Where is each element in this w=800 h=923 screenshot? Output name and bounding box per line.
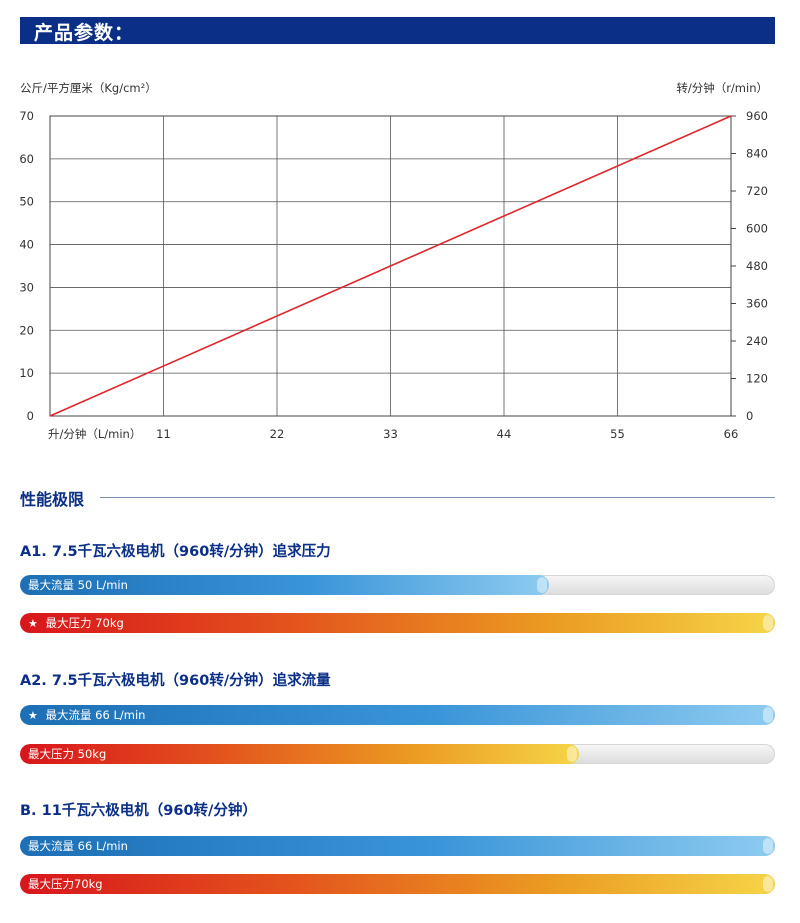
bar-label-text: 最大压力 50kg <box>28 747 107 761</box>
bar-label-text: 最大流量 50 L/min <box>28 578 128 592</box>
group-title-a1: A1. 7.5千瓦六极电机（960转/分钟）追求压力 <box>20 544 331 560</box>
group-title-a2: A2. 7.5千瓦六极电机（960转/分钟）追求流量 <box>20 673 331 689</box>
y-left-tick-label: 50 <box>19 195 34 209</box>
bar-fill <box>20 744 579 764</box>
max-pressure-bar-a1: ★ 最大压力 70kg <box>20 613 775 633</box>
y-left-tick-label: 10 <box>19 366 34 380</box>
y-right-tick-label: 960 <box>746 109 768 123</box>
y-left-tick-label: 0 <box>27 409 34 423</box>
x-tick-label: 33 <box>383 427 398 441</box>
bar-fill <box>20 575 549 595</box>
bar-label: ★ 最大压力 50kg <box>28 746 106 762</box>
y-left-tick-label: 30 <box>19 280 34 294</box>
left-axis-label: 公斤/平方厘米（Kg/cm²） <box>20 81 157 95</box>
bar-label: ★ 最大流量 50 L/min <box>28 577 128 593</box>
bar-label-text: 最大压力 70kg <box>45 616 124 630</box>
y-right-tick-label: 480 <box>746 259 768 273</box>
pressure-speed-chart: 公斤/平方厘米（Kg/cm²） 转/分钟（r/min） 升/分钟（L/min） … <box>19 81 768 441</box>
bar-fill <box>20 874 775 894</box>
page-title: 产品参数： <box>34 22 135 44</box>
max-flow-bar-a2: ★ 最大流量 66 L/min <box>20 705 775 725</box>
y-left-tick-label: 20 <box>19 323 34 337</box>
y-right-tick-label: 120 <box>746 372 768 386</box>
max-pressure-bar-a2: ★ 最大压力 50kg <box>20 744 775 764</box>
max-flow-bar-a1: ★ 最大流量 50 L/min <box>20 575 775 595</box>
y-left-tick-label: 70 <box>19 109 34 123</box>
bar-label-text: 最大流量 66 L/min <box>28 839 128 853</box>
y-left-tick-label: 60 <box>19 152 34 166</box>
x-axis-label: 升/分钟（L/min） <box>48 427 141 441</box>
star-icon: ★ <box>28 709 38 722</box>
star-icon: ★ <box>28 617 38 630</box>
y-right-tick-label: 240 <box>746 334 768 348</box>
right-axis-label: 转/分钟（r/min） <box>676 81 768 95</box>
bar-label: ★ 最大压力 70kg <box>28 615 124 632</box>
bar-label-text: 最大流量 66 L/min <box>45 708 146 722</box>
bar-fill <box>20 705 775 725</box>
bar-label: ★ 最大压力70kg <box>28 876 103 892</box>
y-left-tick-label: 40 <box>19 238 34 252</box>
section-header-bar: 产品参数： <box>20 17 775 44</box>
plot-area: 0 10 20 30 40 50 60 70 11 22 33 44 55 66 0 120 240 360 480… <box>19 109 768 441</box>
x-tick-label: 22 <box>270 427 285 441</box>
y-right-tick-label: 720 <box>746 184 768 198</box>
bar-fill <box>20 836 775 856</box>
x-tick-label: 55 <box>610 427 625 441</box>
performance-limits-title: 性能极限 <box>20 490 85 509</box>
bar-label-text: 最大压力70kg <box>28 877 103 891</box>
series-line <box>49 115 732 417</box>
bar-fill <box>20 613 775 633</box>
y-right-tick-label: 840 <box>746 147 768 161</box>
x-tick-label: 66 <box>724 427 739 441</box>
max-pressure-bar-b: ★ 最大压力70kg <box>20 874 775 894</box>
bar-label: ★ 最大流量 66 L/min <box>28 838 128 854</box>
max-flow-bar-b: ★ 最大流量 66 L/min <box>20 836 775 856</box>
bar-label: ★ 最大流量 66 L/min <box>28 707 145 724</box>
group-title-b: B. 11千瓦六极电机（960转/分钟） <box>20 803 257 819</box>
x-tick-label: 11 <box>156 427 171 441</box>
x-tick-label: 44 <box>497 427 512 441</box>
y-right-tick-label: 360 <box>746 297 768 311</box>
y-right-tick-label: 0 <box>746 409 753 423</box>
y-right-tick-label: 600 <box>746 222 768 236</box>
section-divider <box>100 497 775 498</box>
